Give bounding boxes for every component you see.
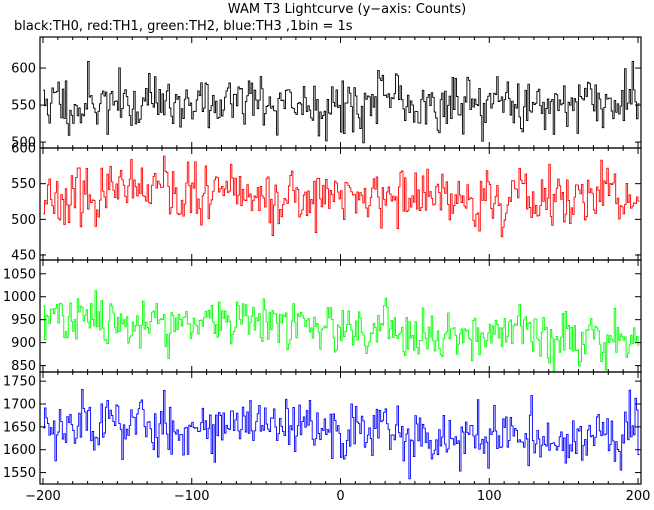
x-tick-label: −100 <box>174 489 210 504</box>
chart-subtitle: black:TH0, red:TH1, green:TH2, blue:TH3 … <box>14 19 353 34</box>
panel-frame <box>39 147 642 261</box>
y-tick-label: 500 <box>11 136 36 151</box>
y-tick-label: 900 <box>11 336 36 351</box>
y-tick-label: 500 <box>11 213 36 228</box>
y-tick-label: 1550 <box>3 466 36 481</box>
chart-title: WAM T3 Lightcurve (y−axis: Counts) <box>228 2 466 17</box>
x-tick-label: −200 <box>25 489 61 504</box>
panel-th1: 450 500 550 600 <box>11 142 642 264</box>
x-tick-label: 200 <box>626 489 651 504</box>
series-line-th2 <box>43 290 640 373</box>
y-tick-label: 600 <box>11 142 36 157</box>
series-line-th3 <box>43 388 640 480</box>
panel-th2: 850 900 950 1000 1050 <box>3 259 642 374</box>
y-tick-label: 1600 <box>3 443 36 458</box>
y-tick-label: 1650 <box>3 420 36 435</box>
y-tick-label: 1700 <box>3 398 36 413</box>
y-tick-label: 950 <box>11 313 36 328</box>
panel-th0: 500 550 600 <box>11 36 642 151</box>
x-tick-label: 100 <box>477 489 502 504</box>
y-tick-label: 1000 <box>3 290 36 305</box>
y-tick-label: 550 <box>11 99 36 114</box>
y-tick-label: 1750 <box>3 375 36 390</box>
y-tick-label: 550 <box>11 177 36 192</box>
panels-group: 500 550 600 450 500 550 600 850 900 950 1000 1050 15… <box>3 36 642 485</box>
y-tick-label: 1050 <box>3 267 36 282</box>
y-tick-label: 850 <box>11 359 36 374</box>
series-line-th1 <box>43 155 640 238</box>
panel-frame <box>39 259 642 373</box>
panel-frame <box>39 371 642 485</box>
x-axis: −200 −100 0 100 200 <box>25 489 650 504</box>
x-tick-label: 0 <box>336 489 344 504</box>
y-tick-label: 450 <box>11 249 36 264</box>
y-tick-label: 600 <box>11 62 36 77</box>
series-line-th0 <box>43 61 640 144</box>
panel-th3: 1550 1600 1650 1700 1750 <box>3 371 642 485</box>
